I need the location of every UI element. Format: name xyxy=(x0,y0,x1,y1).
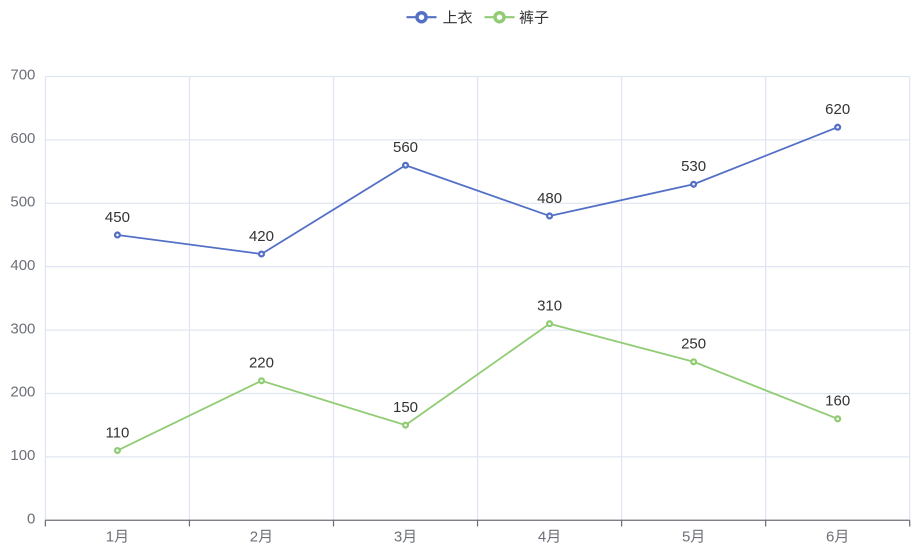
svg-text:250: 250 xyxy=(681,336,706,353)
svg-text:0: 0 xyxy=(27,510,35,527)
svg-text:530: 530 xyxy=(681,158,706,175)
svg-text:500: 500 xyxy=(10,193,35,210)
svg-text:450: 450 xyxy=(105,209,130,226)
svg-text:2: 2 xyxy=(250,529,258,546)
svg-text:3: 3 xyxy=(394,529,402,546)
svg-text:310: 310 xyxy=(537,298,562,315)
svg-text:220: 220 xyxy=(249,355,274,372)
svg-text:600: 600 xyxy=(10,130,35,147)
svg-text:560: 560 xyxy=(393,139,418,156)
svg-text:620: 620 xyxy=(825,101,850,118)
svg-text:6: 6 xyxy=(826,529,834,546)
svg-text:480: 480 xyxy=(537,190,562,207)
svg-text:5: 5 xyxy=(682,529,690,546)
svg-text:300: 300 xyxy=(10,320,35,337)
svg-text:160: 160 xyxy=(825,393,850,410)
svg-text:400: 400 xyxy=(10,257,35,274)
svg-text:150: 150 xyxy=(393,399,418,416)
svg-text:110: 110 xyxy=(105,424,129,441)
svg-text:420: 420 xyxy=(249,228,274,245)
svg-text:1: 1 xyxy=(106,529,114,546)
svg-text:4: 4 xyxy=(538,529,546,546)
svg-text:700: 700 xyxy=(10,67,35,84)
svg-text:200: 200 xyxy=(10,384,35,401)
svg-text:100: 100 xyxy=(10,447,35,464)
